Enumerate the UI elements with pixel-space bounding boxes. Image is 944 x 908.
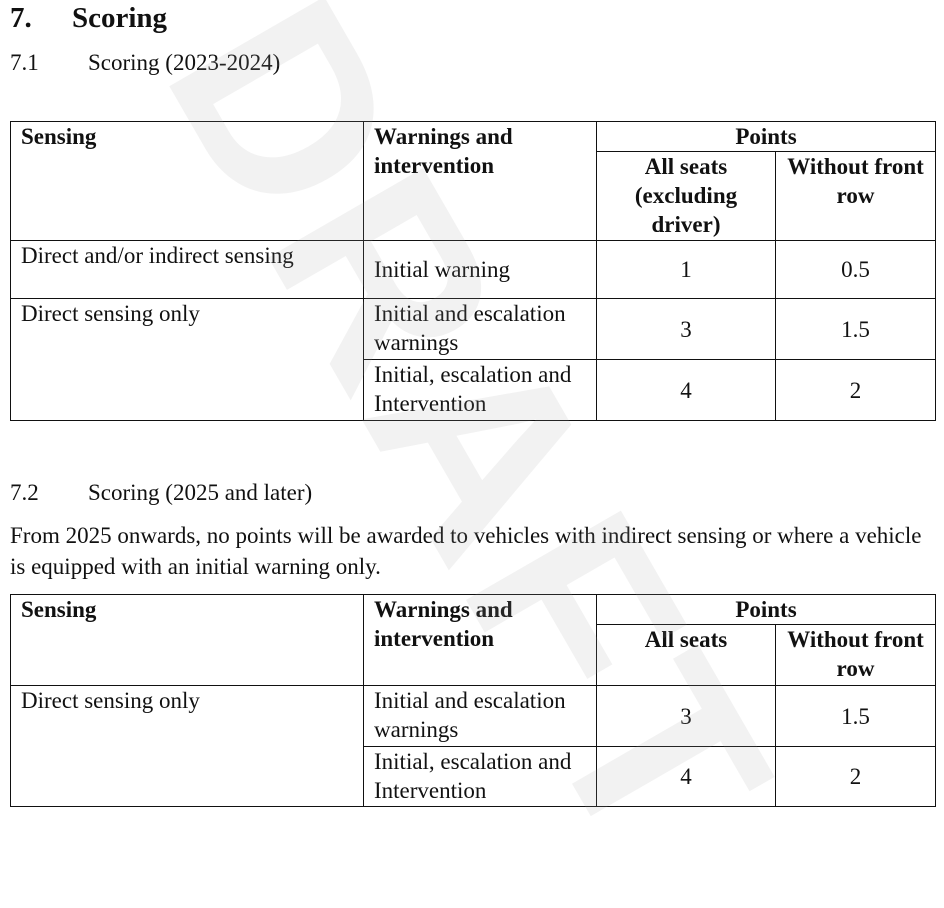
cell-warnings: Initial and escalation warnings [363, 685, 597, 747]
section-title: Scoring [72, 2, 168, 34]
header-without-front-row: Without front row [775, 624, 936, 686]
cell-all-seats: 4 [596, 746, 776, 807]
cell-warnings: Initial and escalation warnings [363, 298, 597, 360]
cell-without-front-row: 1.5 [775, 298, 936, 360]
header-all-seats: All seats (excluding driver) [596, 151, 776, 241]
header-warnings: Warnings and intervention [363, 594, 597, 686]
section-number: 7. [10, 2, 32, 34]
subsection-number: 7.1 [10, 50, 39, 75]
subsection-title: Scoring (2025 and later) [88, 480, 313, 505]
header-all-seats: All seats [596, 624, 776, 686]
cell-without-front-row: 2 [775, 746, 936, 807]
cell-without-front-row: 0.5 [775, 240, 936, 299]
paragraph: From 2025 onwards, no points will be awa… [10, 523, 922, 579]
cell-warnings: Initial, escalation and Intervention [363, 359, 597, 421]
table-row: Initial, escalation and Intervention 4 2 [11, 359, 936, 421]
cell-warnings: Initial, escalation and Intervention [363, 746, 597, 807]
cell-all-seats: 3 [596, 685, 776, 747]
header-points: Points [596, 594, 936, 625]
table-row: Initial, escalation and Intervention 4 2 [11, 746, 936, 807]
cell-sensing: Direct sensing only [10, 298, 364, 421]
cell-without-front-row: 2 [775, 359, 936, 421]
subsection-heading-7-2: 7.2 Scoring (2025 and later) [10, 480, 312, 506]
section-heading: 7. Scoring [10, 2, 167, 35]
cell-warnings: Initial warning [363, 240, 597, 299]
table-row: Direct sensing only Initial and escalati… [10, 298, 936, 421]
cell-sensing: Direct sensing only [10, 685, 364, 807]
cell-all-seats: 1 [596, 240, 776, 299]
cell-all-seats: 3 [596, 298, 776, 360]
subsection-heading-7-1: 7.1 Scoring (2023-2024) [10, 50, 280, 76]
subsection-title: Scoring (2023-2024) [88, 50, 281, 75]
cell-all-seats: 4 [596, 359, 776, 421]
table-row: Direct and/or indirect sensing Initial w… [10, 240, 936, 299]
header-sensing: Sensing [10, 121, 364, 241]
scoring-table-2025-later: Sensing Warnings and intervention Points… [10, 594, 936, 807]
cell-without-front-row: 1.5 [775, 685, 936, 747]
header-warnings: Warnings and intervention [363, 121, 597, 241]
header-sensing: Sensing [10, 594, 364, 686]
cell-sensing: Direct and/or indirect sensing [10, 240, 364, 299]
header-points: Points [596, 121, 936, 152]
header-without-front-row: Without front row [775, 151, 936, 241]
table-row: Direct sensing only Initial and escalati… [10, 685, 936, 807]
subsection-number: 7.2 [10, 480, 39, 505]
scoring-table-2023-2024: Sensing Warnings and intervention Points… [10, 121, 936, 421]
